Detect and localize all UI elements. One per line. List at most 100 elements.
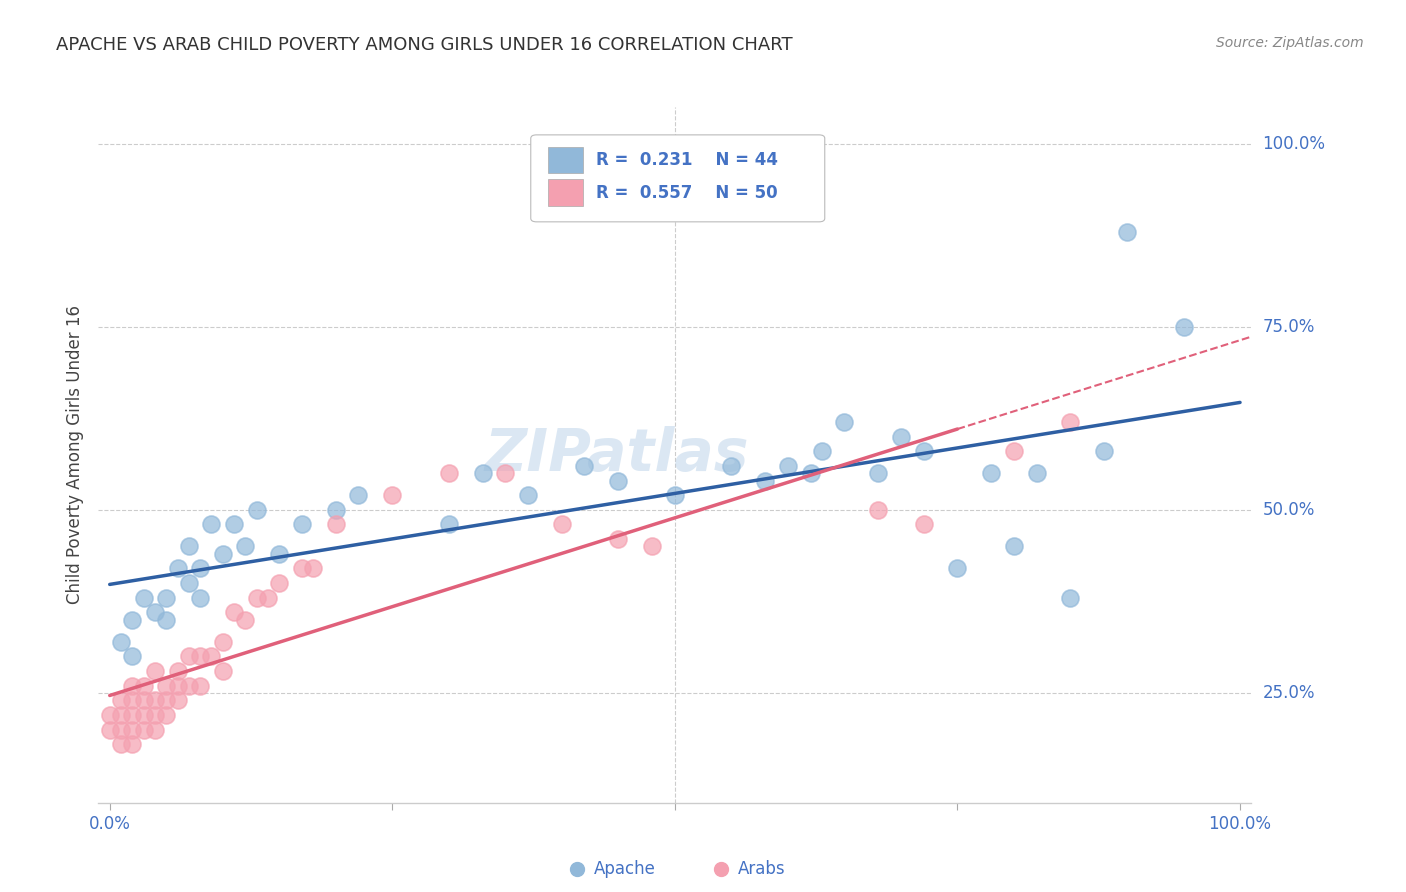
Point bbox=[121, 723, 143, 737]
Point bbox=[166, 679, 188, 693]
Point bbox=[516, 488, 538, 502]
Text: ZIPatlas: ZIPatlas bbox=[485, 426, 749, 483]
Text: 75.0%: 75.0% bbox=[1263, 318, 1315, 335]
Point bbox=[269, 547, 291, 561]
Point bbox=[155, 707, 177, 722]
Point bbox=[325, 517, 347, 532]
Text: 100.0%: 100.0% bbox=[1263, 135, 1326, 153]
Point bbox=[110, 737, 132, 751]
Y-axis label: Child Poverty Among Girls Under 16: Child Poverty Among Girls Under 16 bbox=[66, 305, 84, 605]
Point bbox=[155, 591, 177, 605]
Point bbox=[890, 429, 912, 443]
Point bbox=[177, 649, 200, 664]
Point bbox=[246, 503, 269, 517]
Point bbox=[834, 415, 856, 429]
Point bbox=[166, 693, 188, 707]
Point bbox=[235, 540, 257, 554]
Point bbox=[381, 488, 404, 502]
Point bbox=[257, 591, 280, 605]
Point bbox=[1002, 540, 1025, 554]
Point bbox=[188, 591, 211, 605]
Point bbox=[110, 723, 132, 737]
Text: APACHE VS ARAB CHILD POVERTY AMONG GIRLS UNDER 16 CORRELATION CHART: APACHE VS ARAB CHILD POVERTY AMONG GIRLS… bbox=[56, 36, 793, 54]
Text: R =  0.557    N = 50: R = 0.557 N = 50 bbox=[596, 184, 778, 202]
Point bbox=[143, 693, 166, 707]
Point bbox=[188, 649, 211, 664]
Point bbox=[188, 561, 211, 575]
Point bbox=[132, 693, 155, 707]
Point bbox=[188, 679, 211, 693]
Point bbox=[177, 679, 200, 693]
Point bbox=[121, 649, 143, 664]
Point bbox=[494, 467, 516, 481]
Point bbox=[551, 517, 574, 532]
Point bbox=[155, 613, 177, 627]
Point bbox=[166, 561, 188, 575]
Point bbox=[776, 458, 799, 473]
Point bbox=[121, 737, 143, 751]
Text: Arabs: Arabs bbox=[738, 860, 786, 878]
Point bbox=[1025, 467, 1047, 481]
Point bbox=[177, 540, 200, 554]
Point bbox=[720, 458, 742, 473]
Point bbox=[607, 474, 630, 488]
Point bbox=[302, 561, 325, 575]
Point bbox=[347, 488, 370, 502]
Point bbox=[143, 606, 166, 620]
Point bbox=[325, 503, 347, 517]
Point bbox=[132, 723, 155, 737]
Point bbox=[269, 576, 291, 591]
Point bbox=[1092, 444, 1115, 458]
Point bbox=[143, 723, 166, 737]
Point bbox=[200, 649, 222, 664]
Text: 25.0%: 25.0% bbox=[1263, 684, 1315, 702]
Point bbox=[155, 679, 177, 693]
Point bbox=[121, 693, 143, 707]
Text: R =  0.231    N = 44: R = 0.231 N = 44 bbox=[596, 151, 779, 169]
Point bbox=[143, 707, 166, 722]
Point bbox=[641, 540, 664, 554]
Point bbox=[437, 517, 460, 532]
Point bbox=[1059, 415, 1081, 429]
Point bbox=[211, 547, 233, 561]
Point bbox=[471, 467, 494, 481]
Point bbox=[291, 561, 314, 575]
Point bbox=[1059, 591, 1081, 605]
Point bbox=[110, 707, 132, 722]
Point bbox=[607, 532, 630, 546]
Point bbox=[799, 467, 821, 481]
Point bbox=[946, 561, 969, 575]
Point bbox=[868, 467, 890, 481]
Point bbox=[132, 679, 155, 693]
FancyBboxPatch shape bbox=[548, 146, 582, 173]
Point bbox=[98, 723, 121, 737]
Point bbox=[811, 444, 834, 458]
Point bbox=[211, 664, 233, 678]
Point bbox=[166, 664, 188, 678]
Point bbox=[1116, 225, 1139, 239]
FancyBboxPatch shape bbox=[530, 135, 825, 222]
Point bbox=[132, 591, 155, 605]
Text: Source: ZipAtlas.com: Source: ZipAtlas.com bbox=[1216, 36, 1364, 50]
Point bbox=[110, 693, 132, 707]
Text: 50.0%: 50.0% bbox=[1263, 500, 1315, 519]
Point bbox=[98, 707, 121, 722]
Point bbox=[437, 467, 460, 481]
Point bbox=[200, 517, 222, 532]
Point bbox=[1173, 319, 1195, 334]
Point bbox=[121, 613, 143, 627]
Point bbox=[912, 517, 935, 532]
Point bbox=[574, 458, 596, 473]
Point bbox=[291, 517, 314, 532]
Point bbox=[222, 606, 245, 620]
Point bbox=[132, 707, 155, 722]
Point bbox=[121, 707, 143, 722]
Point bbox=[121, 679, 143, 693]
Point bbox=[222, 517, 245, 532]
Point bbox=[155, 693, 177, 707]
Point bbox=[1002, 444, 1025, 458]
Point bbox=[980, 467, 1002, 481]
FancyBboxPatch shape bbox=[548, 179, 582, 206]
Point bbox=[912, 444, 935, 458]
Point bbox=[211, 634, 233, 648]
